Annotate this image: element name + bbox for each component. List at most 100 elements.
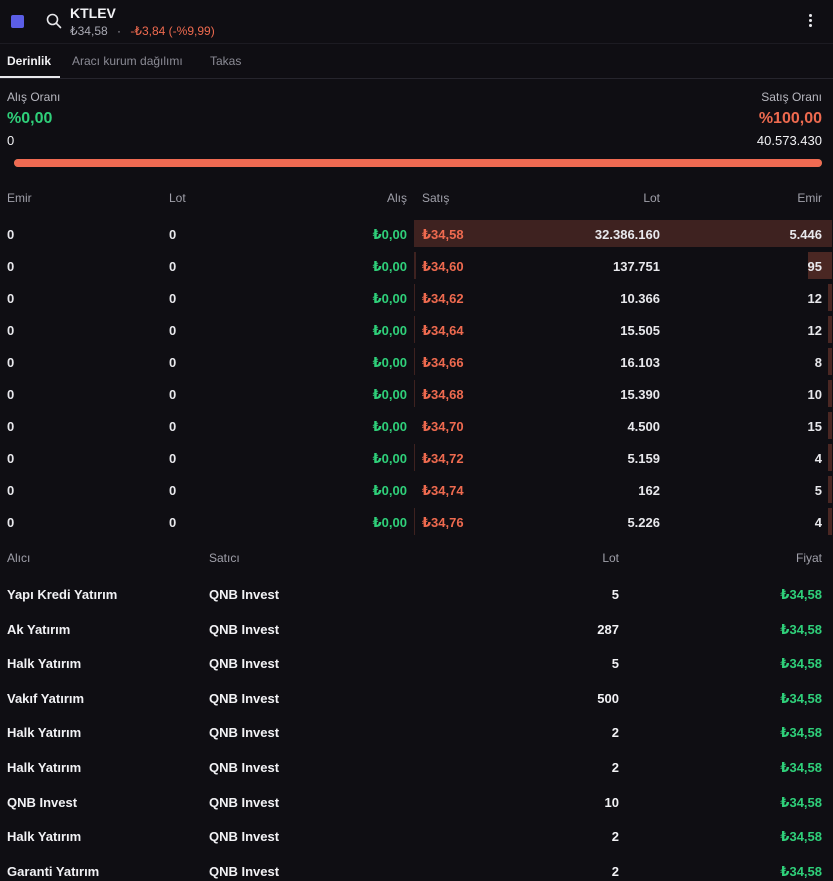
sell-emir-depth-bar [828, 412, 832, 439]
sell-lot-cell: 4.500 [627, 419, 660, 434]
buy-lot-cell: 0 [169, 355, 177, 370]
bid-price-cell: ₺0,00 [372, 291, 407, 306]
seller-cell: QNB Invest [209, 587, 280, 602]
buy-lot-cell: 0 [169, 259, 177, 274]
ask-price-cell: ₺34,70 [422, 419, 464, 434]
ticker-symbol[interactable]: KTLEV [70, 5, 116, 21]
trade-row[interactable]: Halk Yatırım QNB Invest 2 ₺34,58 [0, 751, 833, 785]
sell-emir-cell: 5.446 [789, 227, 822, 242]
sell-lot-depth-bar [414, 252, 416, 279]
sell-emir-cell: 4 [814, 451, 822, 466]
trade-price-cell: ₺34,58 [780, 760, 822, 775]
order-book-row[interactable]: 0 0 ₺0,00 ₺34,70 4.500 15 [0, 411, 833, 441]
tab-bar: Derinlik Aracı kurum dağılımı Takas [0, 44, 833, 79]
order-book-row[interactable]: 0 0 ₺0,00 ₺34,64 15.505 12 [0, 315, 833, 345]
bid-price-cell: ₺0,00 [372, 451, 407, 466]
bid-price-cell: ₺0,00 [372, 515, 407, 530]
sell-emir-cell: 4 [814, 515, 822, 530]
trade-row[interactable]: Halk Yatırım QNB Invest 5 ₺34,58 [0, 647, 833, 681]
sell-ratio-value: %100,00 [758, 110, 822, 127]
trade-row[interactable]: Ak Yatırım QNB Invest 287 ₺34,58 [0, 613, 833, 647]
ask-price-cell: ₺34,62 [422, 291, 464, 306]
seller-cell: QNB Invest [209, 621, 280, 637]
ask-price-cell: ₺34,58 [422, 227, 464, 242]
active-tab-underline [0, 76, 60, 78]
buy-lot-cell: 0 [169, 227, 177, 242]
sell-lot-cell: 137.751 [613, 259, 660, 274]
ask-price-cell: ₺34,74 [422, 483, 464, 498]
tab-derinlik[interactable]: Derinlik [7, 54, 52, 68]
order-book-row[interactable]: 0 0 ₺0,00 ₺34,72 5.159 4 [0, 443, 833, 473]
tab-araci-kurum[interactable]: Aracı kurum dağılımı [72, 54, 183, 68]
col-head-buy-emir: Emir [7, 191, 32, 205]
app-square-icon[interactable] [11, 15, 24, 28]
sell-emir-depth-bar [828, 348, 832, 375]
ask-price-cell: ₺34,64 [422, 323, 464, 338]
sell-emir-cell: 95 [807, 259, 822, 274]
trade-price-cell: ₺34,58 [780, 656, 822, 672]
col-head-buy-lot: Lot [169, 191, 186, 205]
trade-lot-cell: 2 [611, 760, 619, 775]
buyer-cell: Halk Yatırım [7, 725, 82, 741]
buy-lot-cell: 0 [169, 515, 177, 530]
trade-row[interactable]: Halk Yatırım QNB Invest 2 ₺34,58 [0, 716, 833, 750]
trade-row[interactable]: QNB Invest QNB Invest 10 ₺34,58 [0, 786, 833, 820]
col-head-sell-emir: Emir [797, 191, 822, 205]
buy-emir-cell: 0 [7, 515, 15, 530]
sell-lot-cell: 15.390 [620, 387, 660, 402]
buy-emir-cell: 0 [7, 355, 15, 370]
sell-emir-cell: 12 [807, 323, 822, 338]
search-icon[interactable] [46, 13, 62, 29]
header-bar: KTLEV ₺34,58 · -₺3,84 (-%9,99) [0, 0, 833, 44]
buyer-cell: Halk Yatırım [7, 829, 82, 845]
trade-row[interactable]: Yapı Kredi Yatırım QNB Invest 5 ₺34,58 [0, 578, 833, 612]
buy-emir-cell: 0 [7, 419, 15, 434]
trade-price-cell: ₺34,58 [780, 863, 822, 879]
sell-emir-depth-bar [828, 284, 832, 311]
sell-emir-cell: 12 [807, 291, 822, 306]
trade-row[interactable]: Garanti Yatırım QNB Invest 2 ₺34,58 [0, 855, 833, 881]
order-book-row[interactable]: 0 0 ₺0,00 ₺34,60 137.751 95 [0, 251, 833, 281]
bid-price-cell: ₺0,00 [372, 323, 407, 338]
tab-takas[interactable]: Takas [210, 54, 242, 68]
order-book-row[interactable]: 0 0 ₺0,00 ₺34,66 16.103 8 [0, 347, 833, 377]
sell-emir-cell: 10 [807, 387, 822, 402]
buyer-cell: Ak Yatırım [7, 621, 71, 637]
trade-price-cell: ₺34,58 [780, 829, 822, 845]
sell-total-qty: 40.573.430 [756, 133, 822, 148]
buy-lot-cell: 0 [169, 451, 177, 466]
seller-cell: QNB Invest [209, 794, 280, 810]
order-book-row[interactable]: 0 0 ₺0,00 ₺34,62 10.366 12 [0, 283, 833, 313]
trade-lot-cell: 2 [611, 829, 619, 845]
buy-lot-cell: 0 [169, 387, 177, 402]
buy-total-qty: 0 [7, 133, 15, 148]
seller-cell: QNB Invest [209, 829, 280, 845]
trade-lot-cell: 5 [611, 656, 619, 672]
col-head-sell-lot: Lot [643, 191, 660, 205]
trade-row[interactable]: Halk Yatırım QNB Invest 2 ₺34,58 [0, 820, 833, 854]
ask-price-cell: ₺34,60 [422, 259, 464, 274]
order-book-row[interactable]: 0 0 ₺0,00 ₺34,58 32.386.160 5.446 [0, 219, 833, 249]
trade-row[interactable]: Vakıf Yatırım QNB Invest 500 ₺34,58 [0, 682, 833, 716]
ask-price-cell: ₺34,76 [422, 515, 464, 530]
order-book-row[interactable]: 0 0 ₺0,00 ₺34,76 5.226 4 [0, 507, 833, 537]
buy-emir-cell: 0 [7, 483, 15, 498]
trade-price-cell: ₺34,58 [780, 690, 822, 706]
order-book-row[interactable]: 0 0 ₺0,00 ₺34,74 162 5 [0, 475, 833, 505]
buy-emir-cell: 0 [7, 387, 15, 402]
sell-lot-cell: 5.226 [627, 515, 660, 530]
price-quote: ₺34,58 · -₺3,84 (-%9,99) [70, 24, 215, 38]
col-head-bid: Alış [386, 191, 407, 205]
buy-lot-cell: 0 [169, 291, 177, 306]
buy-emir-cell: 0 [7, 227, 15, 242]
ask-price-cell: ₺34,66 [422, 355, 464, 370]
buy-ratio-value: %0,00 [7, 110, 53, 127]
sell-emir-depth-bar [828, 380, 832, 407]
buyer-cell: QNB Invest [7, 794, 78, 810]
col-head-ask: Satış [422, 191, 450, 205]
sell-emir-cell: 5 [814, 483, 822, 498]
order-book-row[interactable]: 0 0 ₺0,00 ₺34,68 15.390 10 [0, 379, 833, 409]
kebab-menu-icon[interactable] [804, 13, 816, 31]
sell-ratio-label: Satış Oranı [761, 90, 822, 104]
separator-dot: · [117, 24, 122, 38]
